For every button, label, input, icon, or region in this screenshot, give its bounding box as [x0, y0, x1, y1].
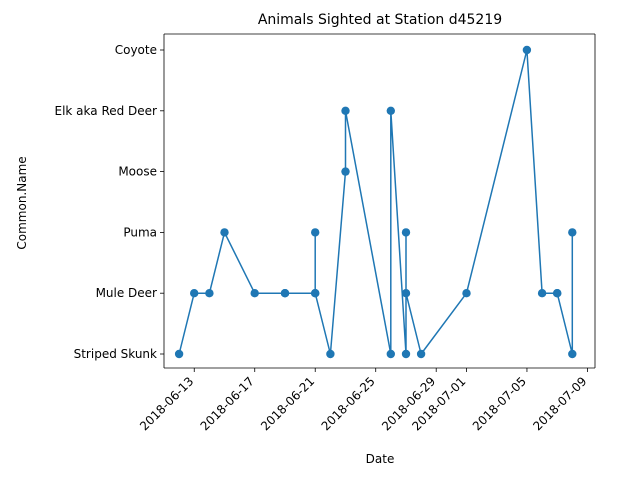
- data-point: [311, 289, 320, 298]
- data-point: [568, 228, 577, 237]
- data-point: [416, 349, 426, 359]
- data-point: [537, 289, 547, 298]
- series-line: [178, 49, 574, 355]
- data-point: [401, 228, 411, 237]
- y-tick-label: Coyote: [115, 43, 157, 57]
- x-tick-label: 2018-06-21: [258, 374, 317, 433]
- x-tick-label: 2018-06-25: [319, 374, 378, 433]
- data-point: [568, 349, 577, 359]
- data-point: [341, 167, 350, 176]
- y-tick-label: Striped Skunk: [74, 347, 157, 361]
- y-tick-label: Moose: [118, 165, 157, 179]
- data-point: [205, 289, 214, 298]
- y-tick-label: Mule Deer: [96, 286, 157, 300]
- data-point: [522, 45, 532, 55]
- x-tick-label: 2018-06-17: [198, 374, 257, 433]
- x-tick-label: 2018-07-05: [470, 374, 529, 433]
- data-point: [341, 106, 350, 116]
- data-point: [174, 349, 184, 359]
- data-point: [190, 289, 199, 298]
- y-tick-label: Elk aka Red Deer: [55, 104, 158, 118]
- data-point: [386, 106, 395, 116]
- axes: [163, 33, 596, 369]
- data-point: [462, 289, 471, 298]
- data-point: [326, 349, 335, 359]
- y-tick-label: Puma: [123, 225, 157, 239]
- y-axis-ticks: Striped Skunk Mule Deer Puma Moose Elk aka R…: [55, 43, 164, 361]
- x-axis-label: Date: [366, 452, 395, 466]
- chart-title: Animals Sighted at Station d45219: [258, 12, 502, 28]
- data-point: [386, 349, 395, 359]
- y-axis-label: Common.Name: [15, 156, 29, 249]
- data-point: [250, 289, 259, 298]
- data-point: [553, 289, 562, 298]
- plot-marks: [174, 45, 577, 359]
- data-point: [401, 349, 411, 359]
- data-point: [311, 228, 320, 237]
- x-axis-ticks: 2018-06-13 2018-06-17 2018-06-21 2018-06-25…: [137, 368, 590, 433]
- x-tick-label: 2018-07-09: [530, 374, 589, 433]
- data-point: [280, 289, 290, 298]
- x-tick-label: 2018-06-13: [137, 374, 196, 433]
- data-point: [401, 289, 411, 298]
- data-point: [220, 228, 229, 237]
